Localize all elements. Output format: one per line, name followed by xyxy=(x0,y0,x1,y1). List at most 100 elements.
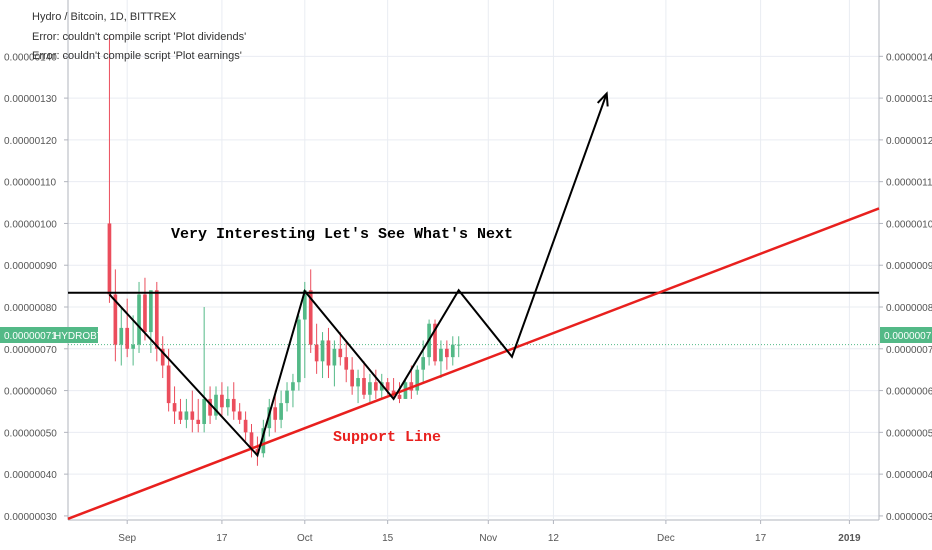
candle[interactable] xyxy=(368,373,372,404)
time-tick-label: Dec xyxy=(657,533,675,544)
candle-body xyxy=(202,398,206,424)
left-tick-label: 0.00000090 xyxy=(4,261,57,272)
time-tick-label: 2019 xyxy=(838,533,861,544)
candle-body xyxy=(273,407,278,420)
left-price-tag-bg xyxy=(0,327,98,343)
support-line-label[interactable]: Support Line xyxy=(333,429,441,446)
candle-body xyxy=(184,411,189,420)
candle[interactable] xyxy=(356,369,360,404)
candle[interactable] xyxy=(214,386,218,420)
candle[interactable] xyxy=(415,365,420,395)
candle[interactable] xyxy=(285,382,289,412)
candle-body xyxy=(415,369,420,391)
candle[interactable] xyxy=(196,398,201,433)
candle[interactable] xyxy=(456,336,461,358)
candle[interactable] xyxy=(119,307,124,366)
candle[interactable] xyxy=(350,357,354,395)
candle[interactable] xyxy=(220,382,224,416)
candle[interactable] xyxy=(154,281,159,362)
time-axis[interactable]: Sep 17 Oct 15 Nov 12 Dec 17 2019 xyxy=(118,520,861,544)
projection-path[interactable] xyxy=(108,93,608,458)
time-tick-label: 17 xyxy=(216,533,228,544)
candle-body xyxy=(261,428,266,454)
left-tick-label: 0.00000060 xyxy=(4,387,57,398)
candle[interactable] xyxy=(445,340,449,370)
candle[interactable] xyxy=(172,386,177,424)
support-line[interactable] xyxy=(67,207,880,521)
candle-body xyxy=(125,327,130,349)
candle[interactable] xyxy=(202,307,206,433)
candle-body xyxy=(143,294,147,333)
headline-annotation[interactable]: Very Interesting Let's See What's Next xyxy=(171,226,513,243)
right-tick-label: 0.00000100 xyxy=(886,219,932,230)
candle[interactable] xyxy=(190,390,195,433)
candle[interactable] xyxy=(279,390,283,429)
candle-body xyxy=(107,223,112,295)
candle[interactable] xyxy=(439,340,443,379)
right-tick-label: 0.00000140 xyxy=(886,52,932,63)
candle[interactable] xyxy=(450,336,455,366)
right-price-tag: 0.00000071 xyxy=(880,327,932,343)
left-price-axis[interactable]: 0.00000030 0.00000040 0.00000050 0.00000060… xyxy=(4,0,69,523)
candle[interactable] xyxy=(231,382,236,420)
candle-body xyxy=(433,323,437,362)
candle[interactable] xyxy=(131,315,135,366)
price-tag-symbol: HYDROBTC xyxy=(54,331,110,342)
candle[interactable] xyxy=(243,411,248,441)
candle[interactable] xyxy=(362,361,366,399)
candle-body xyxy=(421,357,426,370)
right-price-tag-bg xyxy=(880,327,932,343)
candle[interactable] xyxy=(125,298,130,358)
candle[interactable] xyxy=(326,327,331,379)
candle-body xyxy=(249,432,254,450)
left-tick-label: 0.00000130 xyxy=(4,94,57,105)
right-tick-label: 0.00000080 xyxy=(886,303,932,314)
candle[interactable] xyxy=(255,436,260,466)
candle[interactable] xyxy=(344,340,349,383)
candle[interactable] xyxy=(291,373,295,408)
candle-body xyxy=(338,348,343,358)
candle[interactable] xyxy=(107,35,112,303)
candle-body xyxy=(208,398,212,416)
candle[interactable] xyxy=(149,290,153,353)
candle[interactable] xyxy=(314,323,319,374)
candle[interactable] xyxy=(373,369,378,399)
candle[interactable] xyxy=(379,373,384,399)
candle[interactable] xyxy=(261,419,266,458)
candle-body xyxy=(385,382,390,391)
right-price-axis[interactable]: 0.00000030 0.00000040 0.00000050 0.00000060… xyxy=(878,0,932,523)
candle-body xyxy=(439,348,443,362)
candle[interactable] xyxy=(421,340,426,383)
candle[interactable] xyxy=(332,340,337,387)
left-price-value: 0.00000071 xyxy=(4,331,57,342)
candle[interactable] xyxy=(178,398,183,424)
candle-body xyxy=(119,327,124,345)
candle[interactable] xyxy=(302,281,307,379)
candle[interactable] xyxy=(143,277,147,341)
chart-title[interactable]: Hydro / Bitcoin, 1D, BITTREX xyxy=(32,11,177,23)
candle[interactable] xyxy=(160,336,165,379)
candle[interactable] xyxy=(273,390,278,433)
candle[interactable] xyxy=(249,423,254,458)
candle[interactable] xyxy=(320,332,325,379)
candle-body xyxy=(379,382,384,391)
right-tick-label: 0.00000030 xyxy=(886,512,932,523)
candlestick-series[interactable] xyxy=(107,35,461,466)
left-tick-label: 0.00000070 xyxy=(4,345,57,356)
left-price-tag: 0.00000071 HYDROBTC xyxy=(0,327,110,343)
candle[interactable] xyxy=(113,269,118,362)
script-error-earnings: Error: couldn't compile script 'Plot ear… xyxy=(32,50,242,62)
candle[interactable] xyxy=(184,398,189,429)
candle[interactable] xyxy=(308,269,313,353)
candle[interactable] xyxy=(225,386,230,416)
candle-body xyxy=(350,369,354,387)
candle-body xyxy=(196,419,201,424)
candle[interactable] xyxy=(338,332,343,366)
candle[interactable] xyxy=(433,319,437,366)
candle[interactable] xyxy=(297,315,301,391)
candle[interactable] xyxy=(237,403,242,424)
candle-body xyxy=(255,449,260,454)
candle-body xyxy=(373,382,378,391)
left-tick-label: 0.00000100 xyxy=(4,219,57,230)
